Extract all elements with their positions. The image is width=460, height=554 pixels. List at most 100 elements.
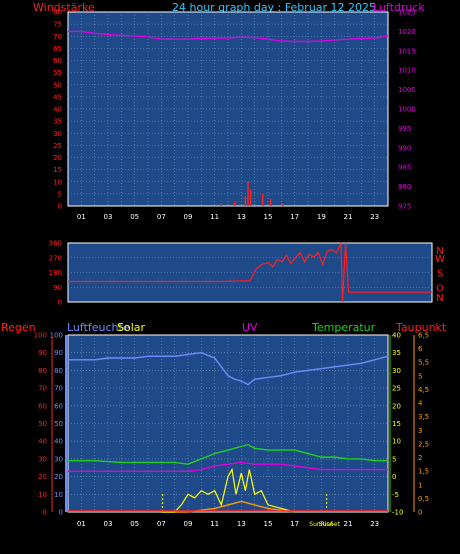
legend-luftfeuchte: Luftfeuchte [67,321,130,334]
y-tick-label-left: 180 [49,269,62,277]
y-tick-label-dewpoint: 2,5 [418,440,429,448]
y-tick-label-left: 60 [53,57,62,65]
y-tick-label-temperature: 20 [392,402,401,410]
x-tick-label: 03 [104,520,113,528]
legend-regen: Regen [1,321,36,334]
y-tick-label-dewpoint: 6,5 [418,332,429,340]
y-tick-label-humidity: 20 [54,473,63,481]
x-tick-label: 05 [130,520,139,528]
y-tick-label-left: 0 [58,203,62,211]
x-tick-label: 23 [370,213,379,221]
x-tick-label: 09 [184,213,193,221]
legend-taupunkt: Taupunkt [396,321,447,334]
y-tick-label-left: 45 [53,93,62,101]
compass-label: W [435,254,445,265]
y-tick-label-temperature: 15 [392,420,401,428]
compass-label: N [436,246,443,257]
series-pressure-line [68,30,389,43]
y-tick-label-dewpoint: 3,5 [418,413,429,421]
x-tick-label: 13 [237,520,246,528]
compass-label: O [436,283,444,294]
x-tick-label: 21 [344,213,353,221]
y-tick-label-dewpoint: 1,5 [418,468,429,476]
y-tick-label-regen: 70 [38,385,47,393]
series-dewpoint [68,461,388,472]
y-tick-label-dewpoint: 3 [418,427,422,435]
y-tick-label-right: 995 [398,125,411,133]
x-tick-label: 11 [210,520,219,528]
y-tick-label-left: 25 [53,142,62,150]
y-tick-label-left: 50 [53,81,62,89]
x-tick-label: 05 [130,213,139,221]
y-tick-label-right: 1025 [398,9,416,17]
y-tick-label-regen: 100 [34,332,47,340]
y-tick-label-right: 990 [398,144,411,152]
x-tick-label: 15 [264,213,273,221]
y-tick-label-left: 360 [49,240,62,248]
y-tick-label-left: 15 [53,166,62,174]
y-tick-label-dewpoint: 5 [418,372,422,380]
y-tick-label-dewpoint: 5,5 [418,359,429,367]
y-tick-label-temperature: -5 [392,491,399,499]
y-tick-label-temperature: 40 [392,332,401,340]
y-tick-label-left: 270 [49,254,62,262]
legend-uv: UV [242,321,258,334]
wind-strength-label: Windstärke [33,1,95,14]
sun-marker-label: SunRise [309,521,333,528]
series-uv [161,500,295,513]
y-tick-label-humidity: 100 [50,332,63,340]
y-tick-label-dewpoint: 1 [418,481,422,489]
y-tick-label-right: 985 [398,164,411,172]
x-tick-label: 01 [77,213,86,221]
x-tick-label: 17 [290,520,299,528]
y-tick-label-regen: 90 [38,349,47,357]
y-tick-label-humidity: 80 [54,367,63,375]
sun-marker-label: SunSet [319,521,341,528]
series-temperature [68,443,388,465]
x-tick-label: 07 [157,213,166,221]
y-tick-label-humidity: 70 [54,385,63,393]
y-tick-label-regen: 0 [43,509,47,517]
y-tick-label-humidity: 90 [54,349,63,357]
y-tick-label-temperature: -10 [392,509,403,517]
y-tick-label-left: 70 [53,33,62,41]
series-humidity [68,351,389,386]
x-tick-label: 19 [317,213,326,221]
series-solar [161,467,295,513]
y-tick-label-humidity: 0 [59,509,63,517]
x-tick-label: 17 [290,213,299,221]
y-tick-label-humidity: 60 [54,402,63,410]
y-tick-label-left: 75 [53,21,62,29]
y-tick-label-right: 975 [398,203,411,211]
y-tick-label-right: 1000 [398,106,416,114]
y-tick-label-regen: 80 [38,367,47,375]
x-tick-label: 07 [157,520,166,528]
y-tick-label-regen: 40 [38,438,47,446]
y-tick-label-humidity: 50 [54,420,63,428]
x-tick-label: 15 [264,520,273,528]
y-tick-label-right: 1005 [398,86,416,94]
y-tick-label-left: 40 [53,106,62,114]
y-tick-label-dewpoint: 4 [418,400,423,408]
y-tick-label-temperature: 10 [392,438,401,446]
y-tick-label-left: 0 [58,299,62,307]
y-tick-label-humidity: 30 [54,455,63,463]
y-tick-label-left: 55 [53,69,62,77]
x-tick-label: 09 [184,520,193,528]
y-tick-label-right: 1015 [398,47,416,55]
x-tick-label: 23 [370,520,379,528]
compass-label: N [436,293,443,304]
y-tick-label-regen: 30 [38,455,47,463]
y-tick-label-left: 65 [53,45,62,53]
y-tick-label-left: 10 [53,178,62,186]
pressure-label: Luftdruck [373,1,425,14]
legend-solar: Solar [117,321,146,334]
y-tick-label-left: 5 [58,190,62,198]
y-tick-label-dewpoint: 0,5 [418,495,429,503]
x-tick-label: 21 [344,520,353,528]
y-tick-label-temperature: 25 [392,385,401,393]
y-tick-label-left: 90 [53,284,62,292]
x-tick-label: 03 [104,213,113,221]
y-tick-label-regen: 20 [38,473,47,481]
